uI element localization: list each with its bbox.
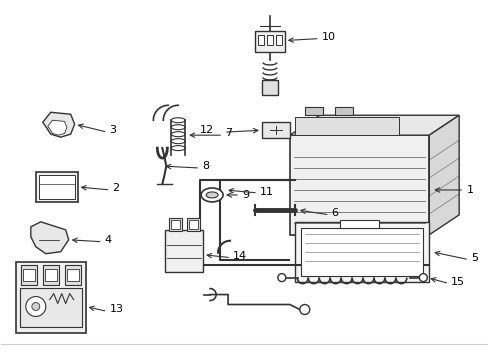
Bar (39, 175, 75, 199)
Text: 2: 2 (112, 183, 120, 193)
Text: 15: 15 (450, 276, 464, 287)
Text: 13: 13 (109, 305, 123, 315)
Polygon shape (31, 222, 68, 254)
Text: 5: 5 (470, 253, 477, 263)
Bar (289, 135, 428, 235)
Bar (189, 220, 198, 229)
Ellipse shape (277, 274, 285, 282)
Circle shape (32, 302, 40, 310)
Bar (294, 117, 399, 135)
Bar (275, 35, 281, 45)
Bar (21, 265, 37, 285)
Text: 7: 7 (224, 128, 232, 138)
Polygon shape (289, 115, 458, 135)
Ellipse shape (201, 188, 223, 202)
Bar (266, 35, 272, 45)
Polygon shape (42, 112, 75, 137)
Bar (36, 172, 78, 202)
Bar (304, 107, 322, 115)
Text: 6: 6 (331, 208, 338, 218)
Text: 3: 3 (109, 125, 116, 135)
Bar (294, 222, 428, 282)
Ellipse shape (299, 305, 309, 315)
Text: 12: 12 (200, 125, 214, 135)
Bar (334, 107, 352, 115)
Bar (64, 265, 81, 285)
Bar (262, 80, 277, 95)
Bar (339, 220, 379, 228)
Ellipse shape (206, 192, 218, 198)
Text: 10: 10 (321, 32, 335, 41)
Bar (300, 228, 423, 276)
Bar (16, 262, 85, 333)
Polygon shape (428, 115, 458, 235)
Text: 4: 4 (104, 235, 111, 245)
Bar (169, 218, 182, 231)
Text: 9: 9 (242, 190, 248, 200)
Bar (171, 220, 180, 229)
Bar (262, 122, 289, 138)
Bar (66, 269, 79, 280)
Text: 1: 1 (466, 185, 473, 195)
Bar (165, 230, 203, 272)
Ellipse shape (419, 274, 427, 282)
Bar (20, 288, 81, 328)
Text: 8: 8 (202, 161, 209, 171)
Bar (187, 218, 200, 231)
Text: 11: 11 (260, 187, 273, 197)
Bar (42, 265, 59, 285)
Bar (45, 269, 57, 280)
Bar (254, 31, 285, 53)
Bar (258, 35, 264, 45)
Polygon shape (48, 120, 67, 135)
Text: 14: 14 (233, 251, 246, 261)
Circle shape (26, 297, 46, 316)
Bar (23, 269, 35, 280)
